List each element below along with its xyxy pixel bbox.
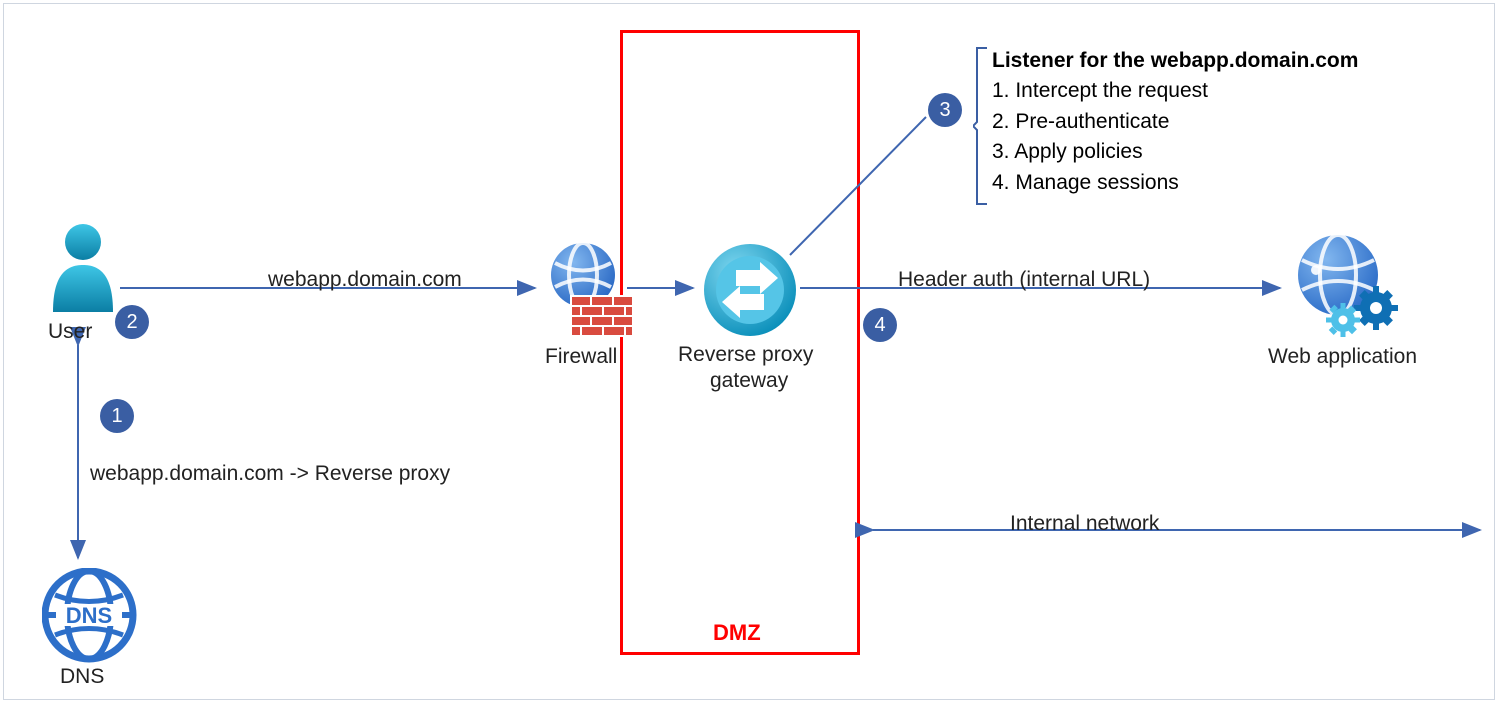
step-4-badge: 4 [863, 308, 897, 342]
listener-title: Listener for the webapp.domain.com [992, 46, 1358, 76]
step-1-badge: 1 [100, 399, 134, 433]
diagram-canvas: DMZ webapp.domain.com Header auth (inter… [0, 0, 1498, 703]
rproxy-label-line2: gateway [710, 369, 788, 393]
user-label: User [48, 320, 92, 344]
firewall-icon [543, 238, 638, 348]
rproxy-label-line1: Reverse proxy [678, 343, 813, 367]
user-icon [48, 220, 118, 315]
firewall-label: Firewall [545, 345, 617, 369]
dns-label: DNS [60, 665, 104, 689]
webapp-label: Web application [1268, 345, 1417, 369]
listener-item-1: 1. Intercept the request [992, 76, 1358, 106]
listener-item-2: 2. Pre-authenticate [992, 107, 1358, 137]
listener-item-3: 3. Apply policies [992, 137, 1358, 167]
dns-globe-icon: DNS [42, 568, 137, 663]
edge-label-dns-resolve: webapp.domain.com -> Reverse proxy [90, 462, 450, 486]
dmz-label: DMZ [713, 620, 761, 646]
webapp-icon [1288, 230, 1408, 345]
reverse-proxy-icon [700, 240, 800, 340]
edge-label-internal-network: Internal network [1010, 512, 1159, 536]
svg-text:DNS: DNS [66, 603, 112, 628]
listener-item-4: 4. Manage sessions [992, 168, 1358, 198]
step-2-badge: 2 [115, 305, 149, 339]
edge-label-rproxy-webapp: Header auth (internal URL) [898, 268, 1150, 292]
step-3-badge: 3 [928, 93, 962, 127]
listener-text: Listener for the webapp.domain.com 1. In… [992, 46, 1358, 198]
edge-label-user-firewall: webapp.domain.com [268, 268, 462, 292]
listener-bracket-icon [973, 46, 993, 206]
